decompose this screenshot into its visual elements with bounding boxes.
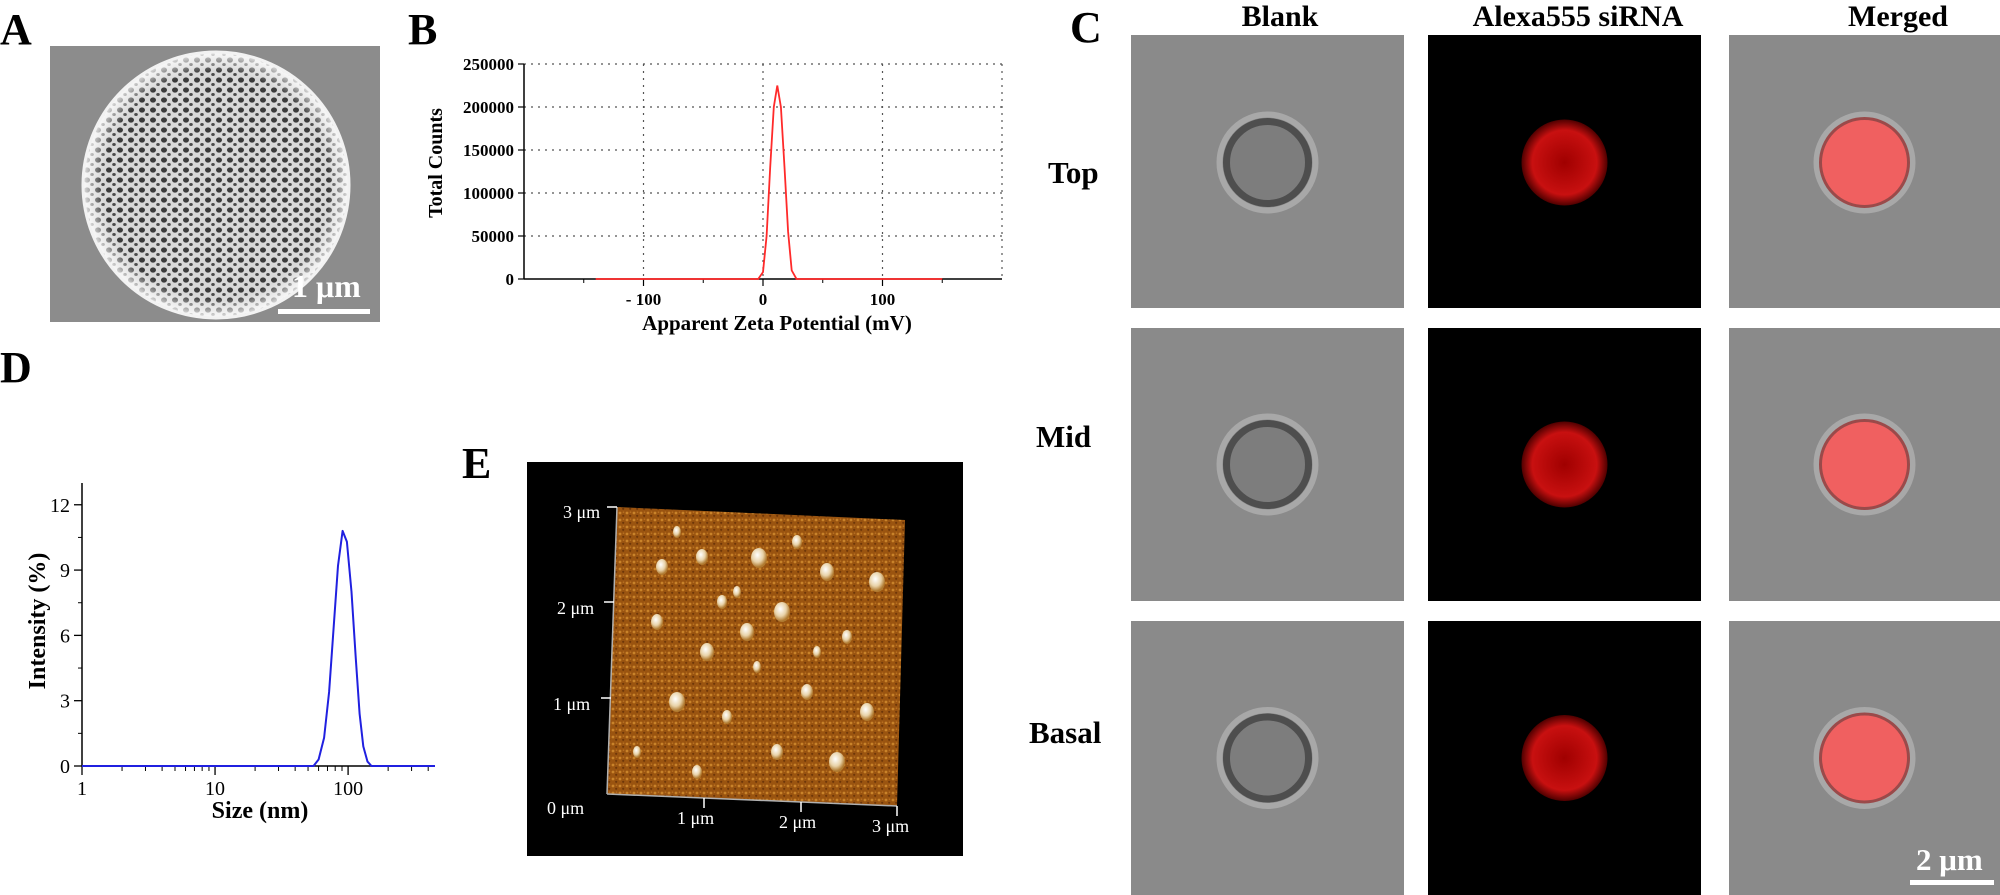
y-tick-label: 0 (506, 270, 515, 289)
row-title-top: Top (1048, 155, 1099, 190)
column-title-alexa555: Alexa555 siRNA (1472, 0, 1684, 33)
y-tick-label: 250000 (463, 55, 514, 74)
y-tick-label: 100000 (463, 184, 514, 203)
brightfield-particle (1223, 713, 1312, 803)
x-axis-label: Apparent Zeta Potential (mV) (642, 311, 912, 335)
afm-particle (829, 752, 845, 772)
afm-x-tick-3: 3 μm (872, 816, 909, 836)
y-axis-label: Total Counts (425, 108, 447, 218)
afm-particle (722, 710, 732, 724)
y-tick-label: 12 (50, 495, 70, 517)
y-tick-label: 150000 (463, 141, 514, 160)
afm-particle (860, 703, 874, 721)
fluorescent-particle (1521, 421, 1608, 508)
column-title-blank: Blank (1241, 0, 1319, 33)
afm-particle (633, 746, 641, 758)
row-title-basal: Basal (1029, 715, 1102, 750)
row-title-mid: Mid (1036, 419, 1092, 454)
afm-particle (673, 526, 681, 538)
afm-particle (771, 744, 783, 760)
size-series-line (82, 529, 435, 767)
y-tick-label: 50000 (472, 227, 515, 246)
afm-particle (733, 586, 741, 598)
panel-letter-d: D (0, 343, 32, 392)
surface-particles (633, 526, 885, 779)
brightfield-particle (1223, 118, 1312, 207)
micrograph-merged-top (1729, 35, 2000, 308)
column-title-merged: Merged (1848, 0, 1948, 33)
panel-letter-c: C (1070, 3, 1102, 52)
size-distribution-chart: 0 3 6 9 12 1 10 100 Size (nm) Intensity (%) (25, 483, 435, 824)
merged-particle (1819, 117, 1910, 208)
y-tick-label: 6 (60, 625, 70, 647)
panel-c-scale-bar-label: 2 μm (1916, 842, 1983, 877)
afm-particle (801, 684, 813, 700)
fluorescent-particle (1521, 715, 1608, 801)
scale-bar (278, 309, 370, 314)
micrograph-blank-top (1131, 35, 1404, 308)
afm-particle (792, 535, 802, 549)
micrograph-fluor-basal (1428, 621, 1701, 895)
afm-image: 3 μm 2 μm 1 μm 0 μm 1 μm 2 μm 3 μm (527, 462, 963, 856)
afm-y-tick-2: 2 μm (557, 598, 594, 618)
afm-origin-tick: 0 μm (547, 798, 584, 818)
afm-particle (700, 643, 714, 661)
afm-particle (753, 661, 761, 673)
chart-d-plot-area: 0 3 6 9 12 1 10 100 (50, 483, 435, 800)
afm-particle (740, 623, 754, 641)
micrograph-fluor-top (1428, 35, 1701, 308)
y-tick-label: 200000 (463, 98, 514, 117)
fluorescent-particle (1521, 119, 1608, 206)
afm-particle (813, 646, 821, 658)
micrograph-blank-mid (1131, 328, 1404, 601)
micrograph-fluor-mid (1428, 328, 1701, 601)
afm-particle (692, 765, 702, 779)
x-tick-label: 100 (333, 778, 363, 800)
merged-particle (1819, 712, 1910, 804)
sem-image: 1 μm (50, 46, 380, 322)
afm-particle (717, 595, 727, 609)
afm-particle (869, 572, 885, 592)
panel-letter-e: E (462, 439, 492, 488)
y-tick-label: 9 (60, 560, 70, 582)
chart-b-plot-area: 0 50000 100000 150000 200000 250000 - 100 0 100 (463, 55, 1003, 309)
y-tick-label: 0 (60, 756, 70, 778)
x-tick-label: 10 (205, 778, 225, 800)
micrograph-merged-basal (1729, 621, 2000, 895)
afm-x-tick-2: 2 μm (779, 812, 816, 832)
x-tick-label: - 100 (626, 290, 661, 309)
brightfield-particle (1223, 420, 1312, 509)
x-axis-label: Size (nm) (212, 798, 309, 824)
y-tick-label: 3 (60, 691, 70, 713)
micrograph-merged-mid (1729, 328, 2000, 601)
afm-particle (842, 630, 852, 644)
y-axis-label: Intensity (%) (25, 553, 51, 690)
x-tick-label: 100 (870, 290, 896, 309)
afm-particle (774, 602, 790, 622)
afm-x-tick-1: 1 μm (677, 808, 714, 828)
afm-y-tick-1: 1 μm (553, 694, 590, 714)
x-tick-label: 0 (759, 290, 768, 309)
afm-particle (751, 548, 767, 568)
afm-surface (607, 507, 905, 806)
x-tick-label: 1 (77, 778, 87, 800)
afm-particle (656, 559, 668, 575)
afm-y-tick-3: 3 μm (563, 502, 600, 522)
afm-particle (696, 549, 708, 565)
afm-particle (669, 692, 685, 712)
panel-c-scale-bar (1910, 880, 1994, 885)
merged-particle (1819, 419, 1910, 510)
scale-bar-label: 1 μm (292, 268, 361, 304)
afm-particle (651, 614, 663, 630)
micrograph-blank-basal (1131, 621, 1404, 895)
zeta-series-line (595, 85, 943, 280)
afm-particle (820, 563, 834, 581)
panel-letter-a: A (0, 5, 32, 54)
panel-letter-b: B (408, 5, 438, 54)
